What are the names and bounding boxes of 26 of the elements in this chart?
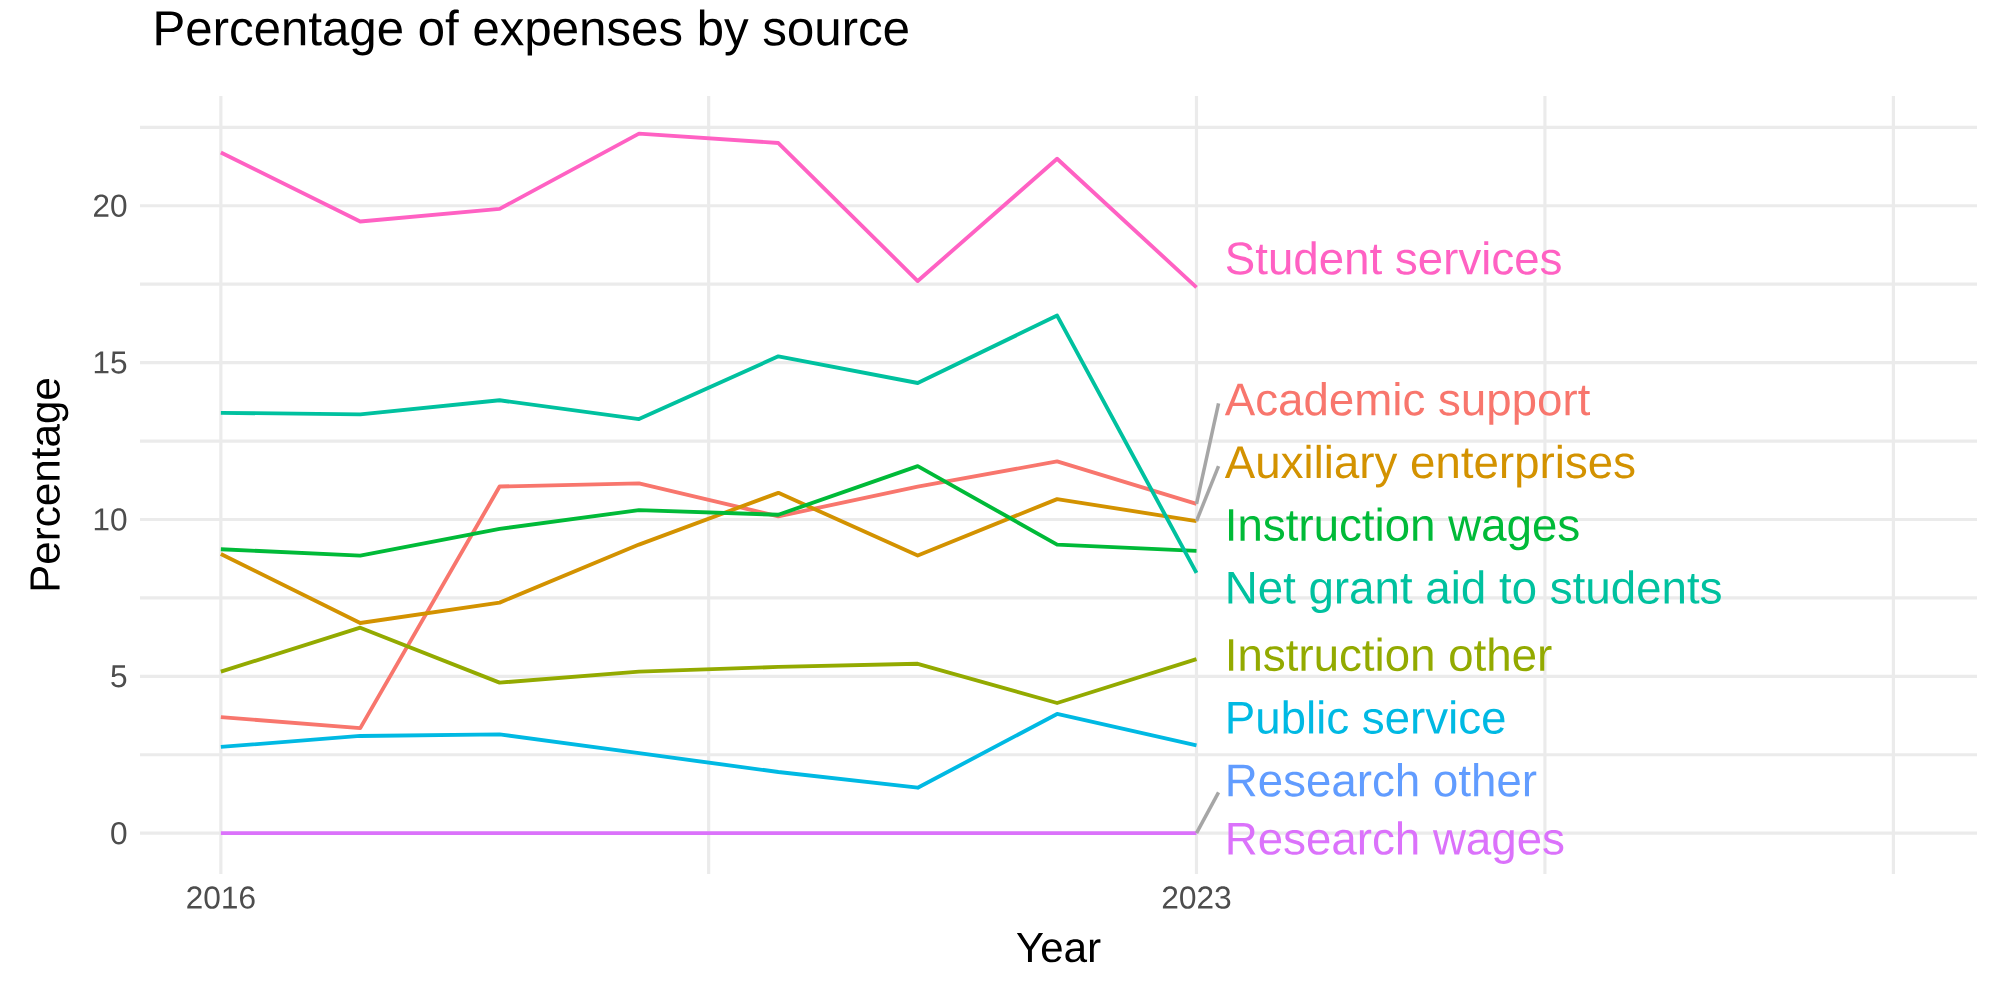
y-tick-label: 15 xyxy=(94,351,127,374)
series-label: Public service xyxy=(1228,700,1505,734)
series-label: Net grant aid to students xyxy=(1228,570,1721,613)
line-series xyxy=(218,625,1199,705)
chart-title: Percentage of expenses by source xyxy=(156,9,908,56)
y-axis-title: Percentage xyxy=(30,379,69,590)
line-series xyxy=(218,313,1199,575)
y-tick-label: 20 xyxy=(94,194,127,218)
y-tick-label: 10 xyxy=(94,508,127,531)
y-tick-label: 5 xyxy=(111,665,127,688)
line-series xyxy=(218,131,1199,290)
series-label: Student services xyxy=(1226,241,1561,275)
series-label: Research wages xyxy=(1228,821,1564,864)
series-label: Instruction other xyxy=(1228,637,1552,672)
line-series xyxy=(218,459,1199,731)
x-tick-label: 2023 xyxy=(1162,886,1231,909)
series-label: Academic support xyxy=(1224,382,1590,425)
series-label: Auxiliary enterprises xyxy=(1224,444,1635,488)
line-series xyxy=(218,712,1199,790)
line-series xyxy=(218,490,1199,625)
y-tick-label: 0 xyxy=(111,821,127,845)
x-axis-title: Year xyxy=(1016,932,1101,963)
line-series xyxy=(218,464,1199,558)
x-tick-label: 2016 xyxy=(187,886,255,909)
series-label: Instruction wages xyxy=(1228,507,1579,551)
legend-label: Research other xyxy=(1228,763,1537,797)
